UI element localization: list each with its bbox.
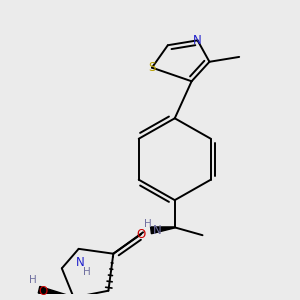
Text: N: N <box>76 256 85 269</box>
Text: N: N <box>153 224 161 237</box>
Text: H: H <box>144 218 152 229</box>
Text: H: H <box>83 267 91 277</box>
Text: O: O <box>136 228 146 241</box>
Polygon shape <box>151 227 175 234</box>
Text: O: O <box>38 285 48 298</box>
Polygon shape <box>38 286 74 298</box>
Text: H: H <box>29 275 37 285</box>
Text: N: N <box>193 34 202 47</box>
Text: S: S <box>148 61 156 74</box>
